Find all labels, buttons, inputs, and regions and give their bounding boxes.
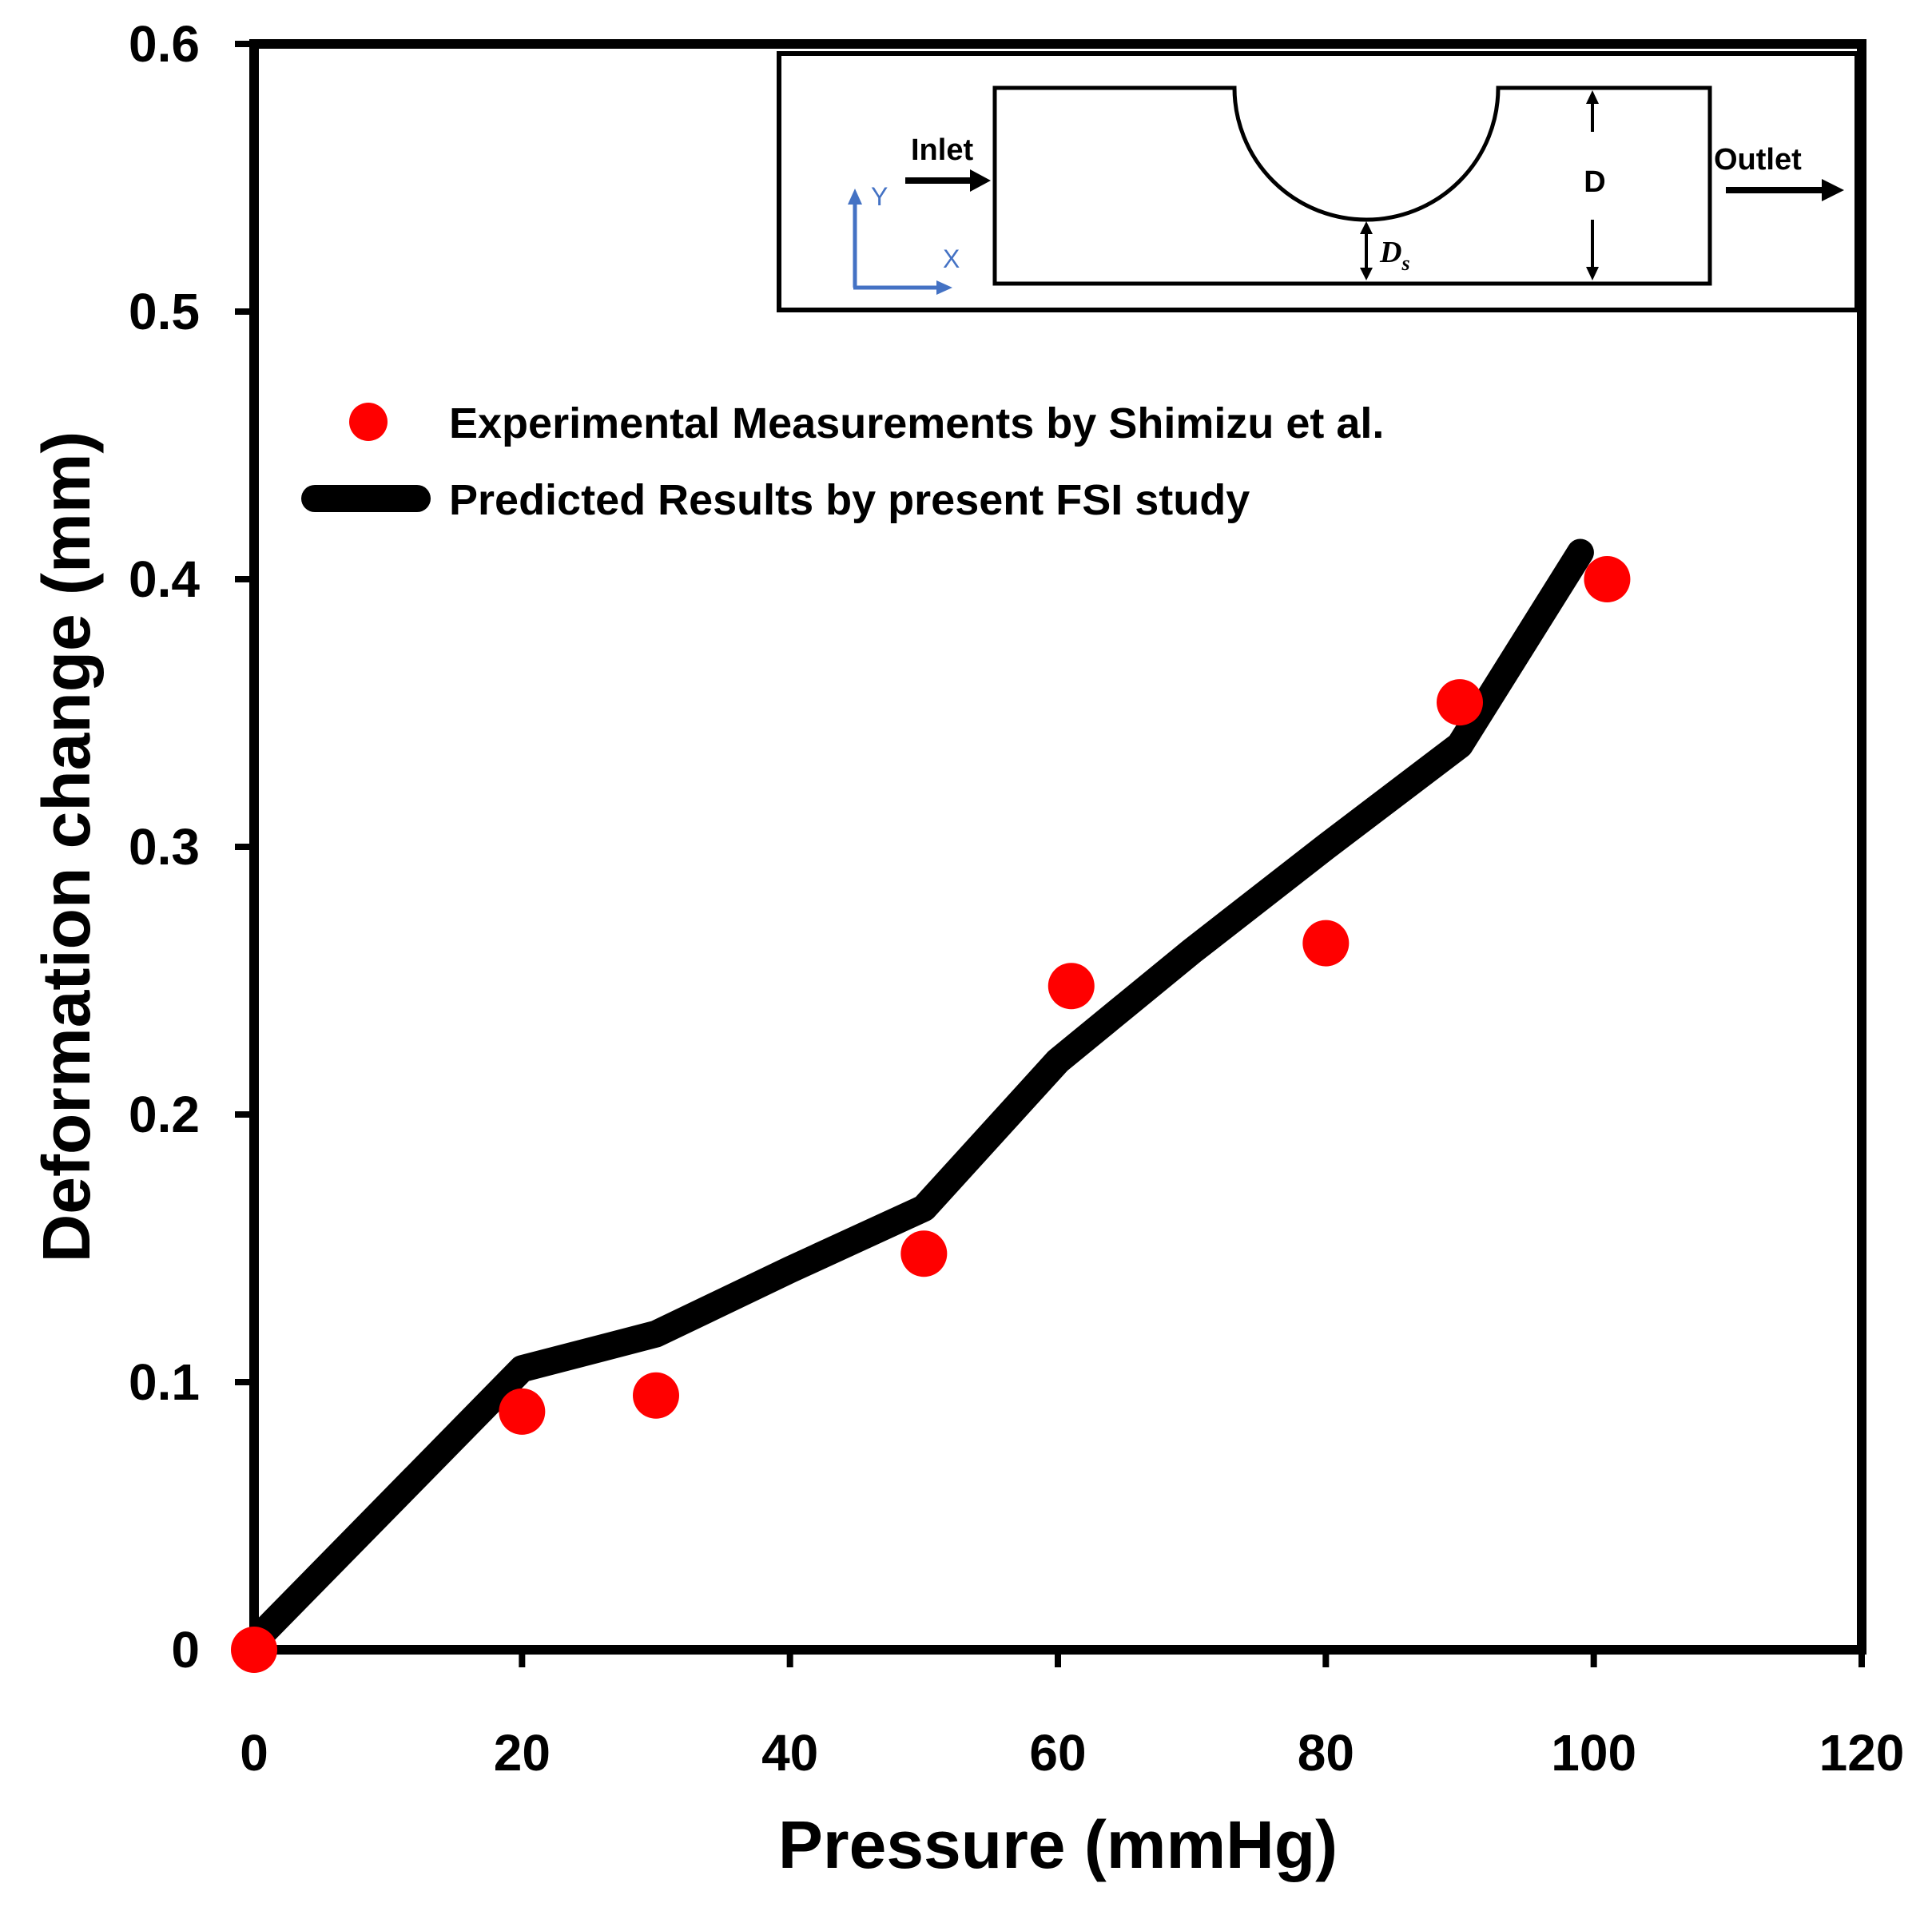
y-tick-label: 0.2 (129, 1086, 200, 1143)
experimental-point (231, 1627, 277, 1673)
ds-subscript: s (1401, 252, 1409, 275)
x-axis-tick-labels: 0 20 40 60 80 100 120 (240, 1724, 1904, 1782)
x-axis-title: Pressure (mmHg) (778, 1807, 1338, 1882)
y-tick-label: 0.3 (129, 818, 200, 876)
experimental-point (1047, 963, 1095, 1010)
experimental-point (900, 1230, 948, 1277)
predicted-series (241, 538, 1594, 1655)
inset-y-label: Y (871, 182, 888, 211)
experimental-point (1584, 556, 1631, 602)
x-tick-label: 120 (1819, 1724, 1905, 1782)
y-tick-label: 0.6 (129, 15, 200, 73)
x-tick-label: 0 (240, 1724, 268, 1782)
inset-x-arrowhead (936, 280, 952, 295)
y-axis-title: Deformation change (mm) (29, 431, 104, 1263)
inlet-arrowhead (970, 169, 991, 192)
legend: Experimental Measurements by Shimizu et … (301, 399, 1384, 524)
x-tick-label: 80 (1298, 1724, 1354, 1782)
outlet-label: Outlet (1714, 143, 1802, 177)
d-arrowhead-top (1586, 90, 1599, 104)
d-label: D (1584, 165, 1605, 199)
x-tick-label: 40 (761, 1724, 818, 1782)
ds-arrowhead-top (1360, 221, 1373, 234)
y-tick-label: 0.4 (129, 550, 200, 608)
legend-marker-experimental (349, 403, 388, 441)
inlet-label: Inlet (911, 133, 973, 167)
inset-x-label: X (943, 244, 960, 273)
experimental-point (1302, 920, 1350, 967)
y-tick-label: 0 (171, 1621, 200, 1679)
experimental-point (633, 1372, 679, 1419)
x-tick-label: 60 (1029, 1724, 1086, 1782)
x-tick-label: 100 (1551, 1724, 1636, 1782)
experimental-point (499, 1388, 546, 1435)
legend-label-predicted: Predicted Results by present FSI study (449, 476, 1250, 524)
predicted-line (241, 538, 1594, 1655)
y-tick-label: 0.5 (129, 283, 200, 340)
experimental-series (231, 556, 1631, 1673)
y-axis-tick-labels: 0 0.1 0.2 0.3 0.4 0.5 0.6 (129, 15, 200, 1679)
d-arrowhead-bottom (1586, 267, 1599, 280)
inset-schematic: Inlet Outlet D Ds Y X (777, 51, 1859, 312)
channel-outline (992, 85, 1712, 286)
y-tick-label: 0.1 (129, 1353, 200, 1411)
inset-y-arrowhead (848, 189, 862, 205)
experimental-point (1437, 679, 1483, 726)
x-tick-label: 20 (494, 1724, 551, 1782)
ds-arrowhead-bottom (1360, 268, 1373, 280)
outlet-arrowhead (1822, 179, 1844, 201)
ds-label: Ds (1379, 236, 1410, 275)
legend-label-experimental: Experimental Measurements by Shimizu et … (449, 399, 1384, 447)
